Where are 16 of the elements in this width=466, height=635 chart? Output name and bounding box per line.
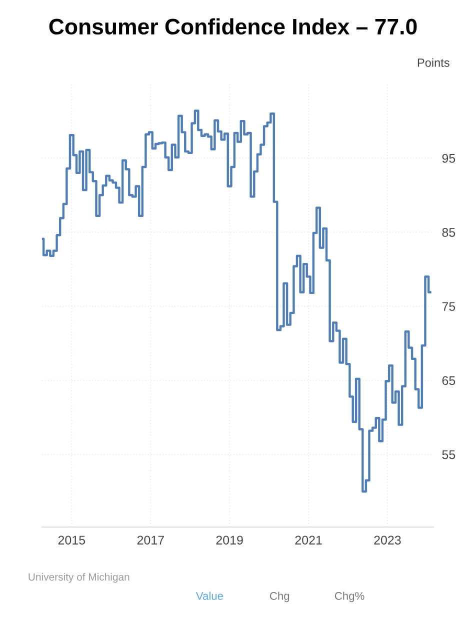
text: Value bbox=[196, 592, 224, 600]
text: Chg% bbox=[334, 592, 364, 602]
y-tick-label: 55 bbox=[442, 450, 456, 460]
y-tick-label: 75 bbox=[442, 302, 456, 311]
y-tick-label: 95 bbox=[442, 154, 456, 163]
y-tick-label: 65 bbox=[442, 376, 456, 386]
x-tick-label: 2015 bbox=[58, 536, 86, 545]
x-tick-label: 2017 bbox=[137, 536, 164, 545]
y-tick-label: 85 bbox=[442, 228, 456, 237]
chart-title: Consumer Confidence Index – 77.0 bbox=[49, 18, 417, 35]
text: Chg bbox=[270, 592, 290, 602]
y-axis-title: Points bbox=[418, 58, 450, 67]
x-tick-label: 2023 bbox=[374, 536, 401, 545]
x-tick-label: 2021 bbox=[295, 536, 322, 545]
x-tick-label: 2019 bbox=[216, 536, 243, 545]
text: University of Michigan bbox=[28, 572, 130, 583]
